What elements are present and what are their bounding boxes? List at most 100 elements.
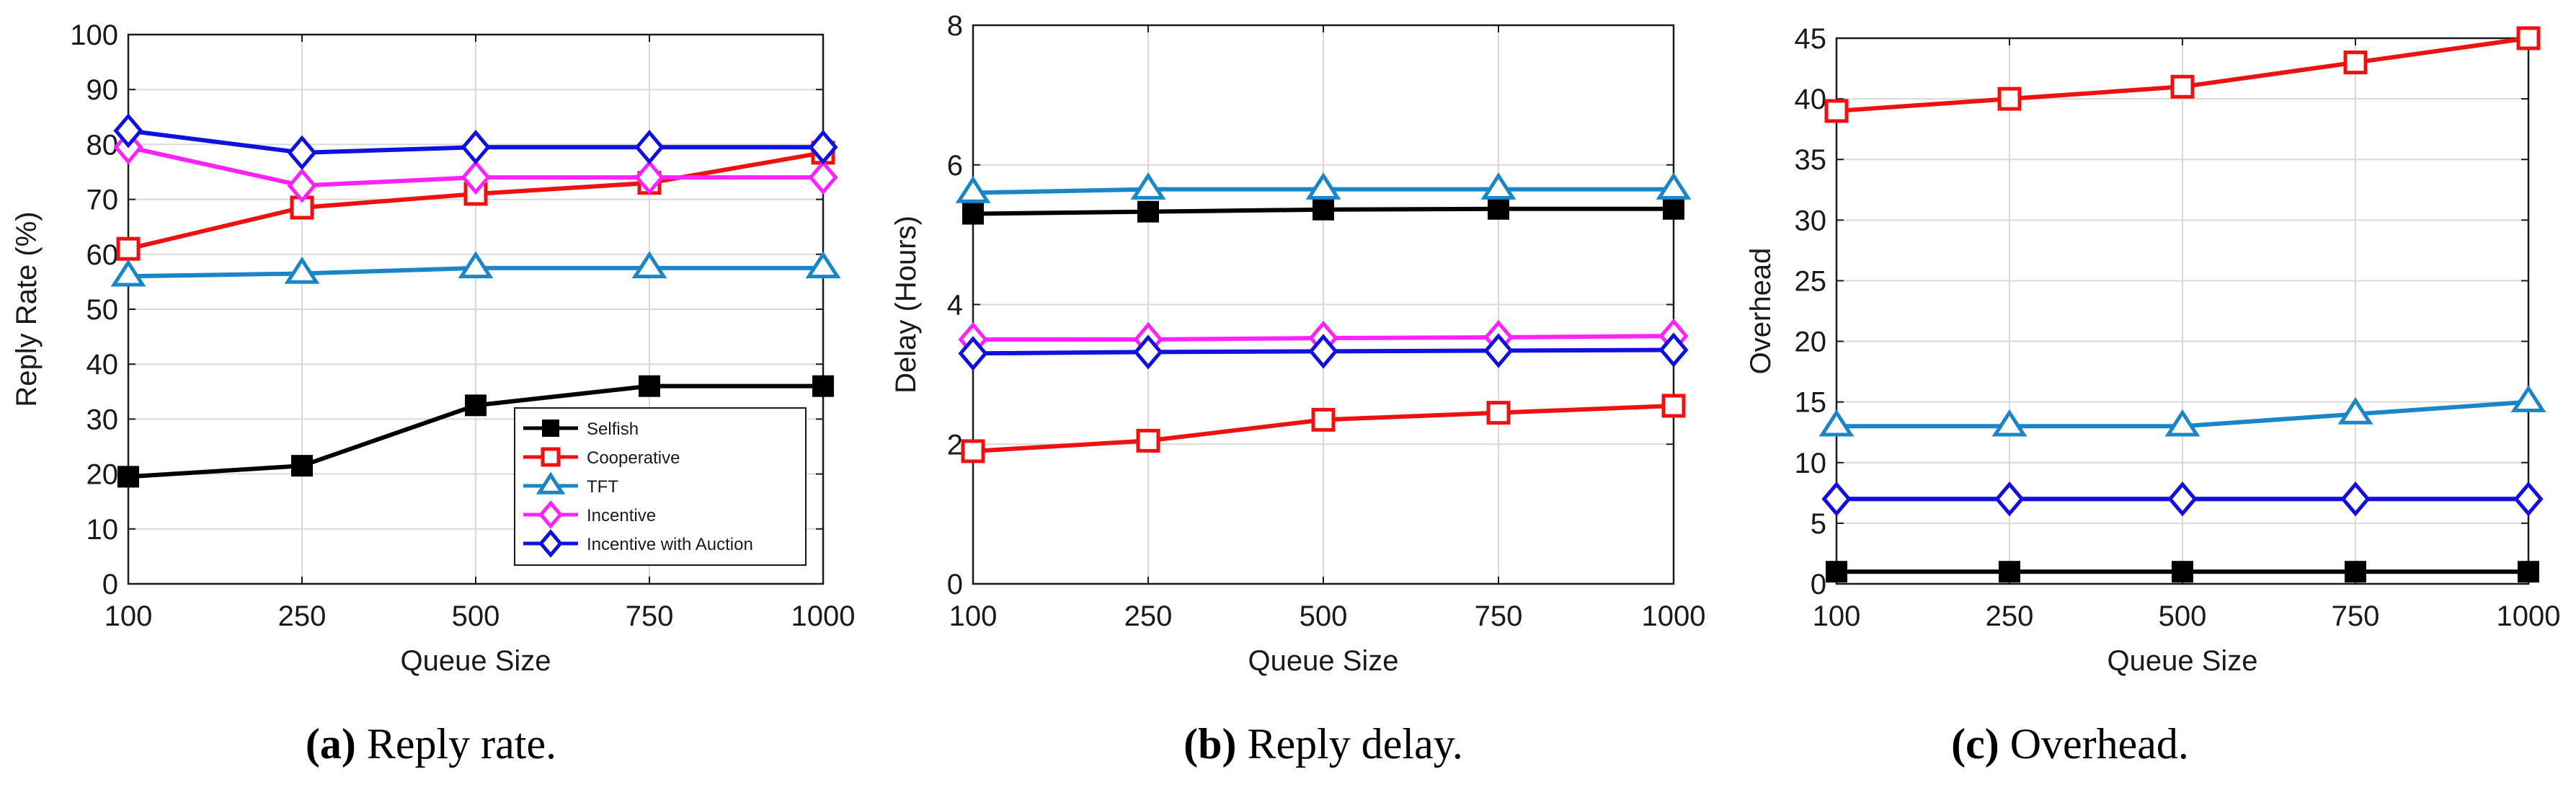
data-point-tft — [110, 259, 146, 287]
data-point-incentive-with-auction — [808, 130, 838, 165]
data-point-cooperative — [1824, 99, 1849, 123]
data-point-incentive — [634, 159, 665, 195]
data-point-tft — [955, 176, 991, 203]
data-point-cooperative — [1136, 428, 1160, 453]
y-tick-label: 10 — [1795, 448, 1827, 479]
legend-label: Incentive with Auction — [587, 535, 753, 554]
data-point-incentive-with-auction — [2513, 481, 2544, 517]
data-point-incentive-with-auction — [1658, 332, 1689, 368]
series-tft — [1818, 385, 2546, 437]
y-tick-label: 30 — [86, 404, 119, 435]
data-point-selfish — [2172, 561, 2193, 583]
data-point-incentive-with-auction — [1133, 334, 1163, 370]
data-point-incentive-with-auction — [113, 113, 143, 148]
caption-text: Overhead. — [2010, 720, 2189, 768]
data-point-cooperative — [1997, 86, 2022, 111]
chart-panel: 0 2 4 6 8 100 250 500 750 1000 Queue Size Delay (Ho… — [890, 10, 1705, 768]
x-tick-label: 100 — [105, 600, 153, 632]
y-tick-label: 60 — [86, 239, 119, 271]
data-point-tft — [1130, 172, 1166, 200]
data-point-cooperative — [1486, 401, 1511, 425]
data-point-incentive-with-auction — [1308, 334, 1338, 369]
series-incentive-with-auction — [113, 113, 838, 170]
data-point-incentive — [808, 159, 838, 195]
data-point-tft — [1656, 172, 1692, 200]
legend-marker-selfish — [542, 420, 559, 437]
legend: Selfish Cooperative TFT Incentive Incentive … — [514, 407, 807, 566]
data-point-tft — [1305, 172, 1341, 200]
data-point-cooperative — [2516, 26, 2541, 50]
data-point-selfish — [1999, 561, 2020, 583]
y-tick-label: 5 — [1811, 508, 1826, 540]
series-incentive-with-auction — [958, 332, 1689, 371]
x-axis-label: Queue Size — [400, 645, 551, 677]
data-point-cooperative — [2170, 74, 2195, 99]
y-tick-label: 2 — [947, 429, 963, 461]
caption-tag: (c) — [1951, 720, 1999, 768]
chart-panel: 0 10 20 30 40 50 60 70 80 90 100 100 250 500 750 1000 Qu… — [11, 19, 855, 768]
legend-label: TFT — [587, 477, 618, 497]
legend-marker-tft — [536, 471, 566, 494]
y-tick-label: 80 — [86, 129, 119, 161]
data-point-tft — [631, 251, 667, 279]
caption-space — [1236, 720, 1247, 768]
data-point-tft — [458, 251, 494, 279]
data-point-incentive — [461, 159, 491, 195]
data-point-selfish — [291, 455, 313, 477]
data-point-incentive-with-auction — [634, 130, 665, 165]
data-point-selfish — [1137, 200, 1159, 223]
series-tft — [955, 172, 1692, 203]
legend-marker-incentive — [538, 500, 563, 529]
y-tick-label: 4 — [947, 290, 963, 321]
x-tick-label: 500 — [452, 600, 500, 632]
y-tick-label: 20 — [86, 459, 119, 491]
caption-tag: (b) — [1183, 720, 1236, 768]
data-point-cooperative — [116, 236, 141, 261]
legend-marker-incentive-with-auction — [538, 529, 563, 558]
data-point-tft — [1991, 409, 2028, 437]
data-point-selfish — [1663, 198, 1684, 220]
x-tick-label: 500 — [1300, 600, 1348, 632]
data-point-cooperative — [1311, 407, 1336, 432]
y-axis-label: Reply Rate (%) — [11, 211, 43, 407]
data-point-incentive-with-auction — [287, 135, 317, 170]
data-point-incentive-with-auction — [2340, 481, 2371, 517]
y-tick-label: 10 — [86, 514, 119, 546]
data-point-tft — [805, 251, 841, 279]
y-tick-label: 0 — [1811, 569, 1826, 600]
x-tick-label: 750 — [1475, 600, 1523, 632]
data-point-selfish — [2518, 561, 2539, 583]
series-selfish — [117, 375, 834, 488]
series-incentive-with-auction — [1821, 481, 2544, 517]
caption: (c) Overhead. — [1951, 720, 2189, 768]
x-tick-label: 500 — [2159, 600, 2207, 632]
series-cooperative — [961, 394, 1686, 463]
y-tick-label: 20 — [1795, 327, 1827, 358]
data-point-tft — [2510, 385, 2546, 412]
caption: (a) Reply rate. — [306, 720, 556, 768]
series-cooperative — [1824, 26, 2541, 123]
data-point-cooperative — [961, 439, 985, 463]
y-tick-label: 35 — [1795, 144, 1827, 176]
y-tick-label: 45 — [1795, 23, 1827, 55]
y-axis-label: Overhead — [1745, 248, 1777, 375]
y-tick-label: 6 — [947, 150, 963, 182]
y-tick-label: 40 — [86, 349, 119, 381]
data-point-incentive-with-auction — [1994, 481, 2025, 517]
y-tick-label: 0 — [102, 569, 118, 600]
caption-space — [356, 720, 367, 768]
data-point-incentive-with-auction — [1483, 333, 1514, 368]
y-tick-label: 25 — [1795, 265, 1827, 297]
y-tick-label: 0 — [947, 569, 963, 600]
x-tick-label: 750 — [626, 600, 674, 632]
y-axis-label: Delay (Hours) — [890, 216, 922, 394]
y-tick-label: 90 — [86, 74, 119, 106]
data-point-selfish — [962, 203, 984, 225]
legend-label: Selfish — [587, 420, 639, 439]
series-selfish — [962, 198, 1684, 225]
x-axis-label: Queue Size — [2107, 645, 2257, 677]
x-tick-label: 250 — [1124, 600, 1173, 632]
data-point-cooperative — [1661, 394, 1686, 418]
y-tick-label: 40 — [1795, 84, 1827, 115]
